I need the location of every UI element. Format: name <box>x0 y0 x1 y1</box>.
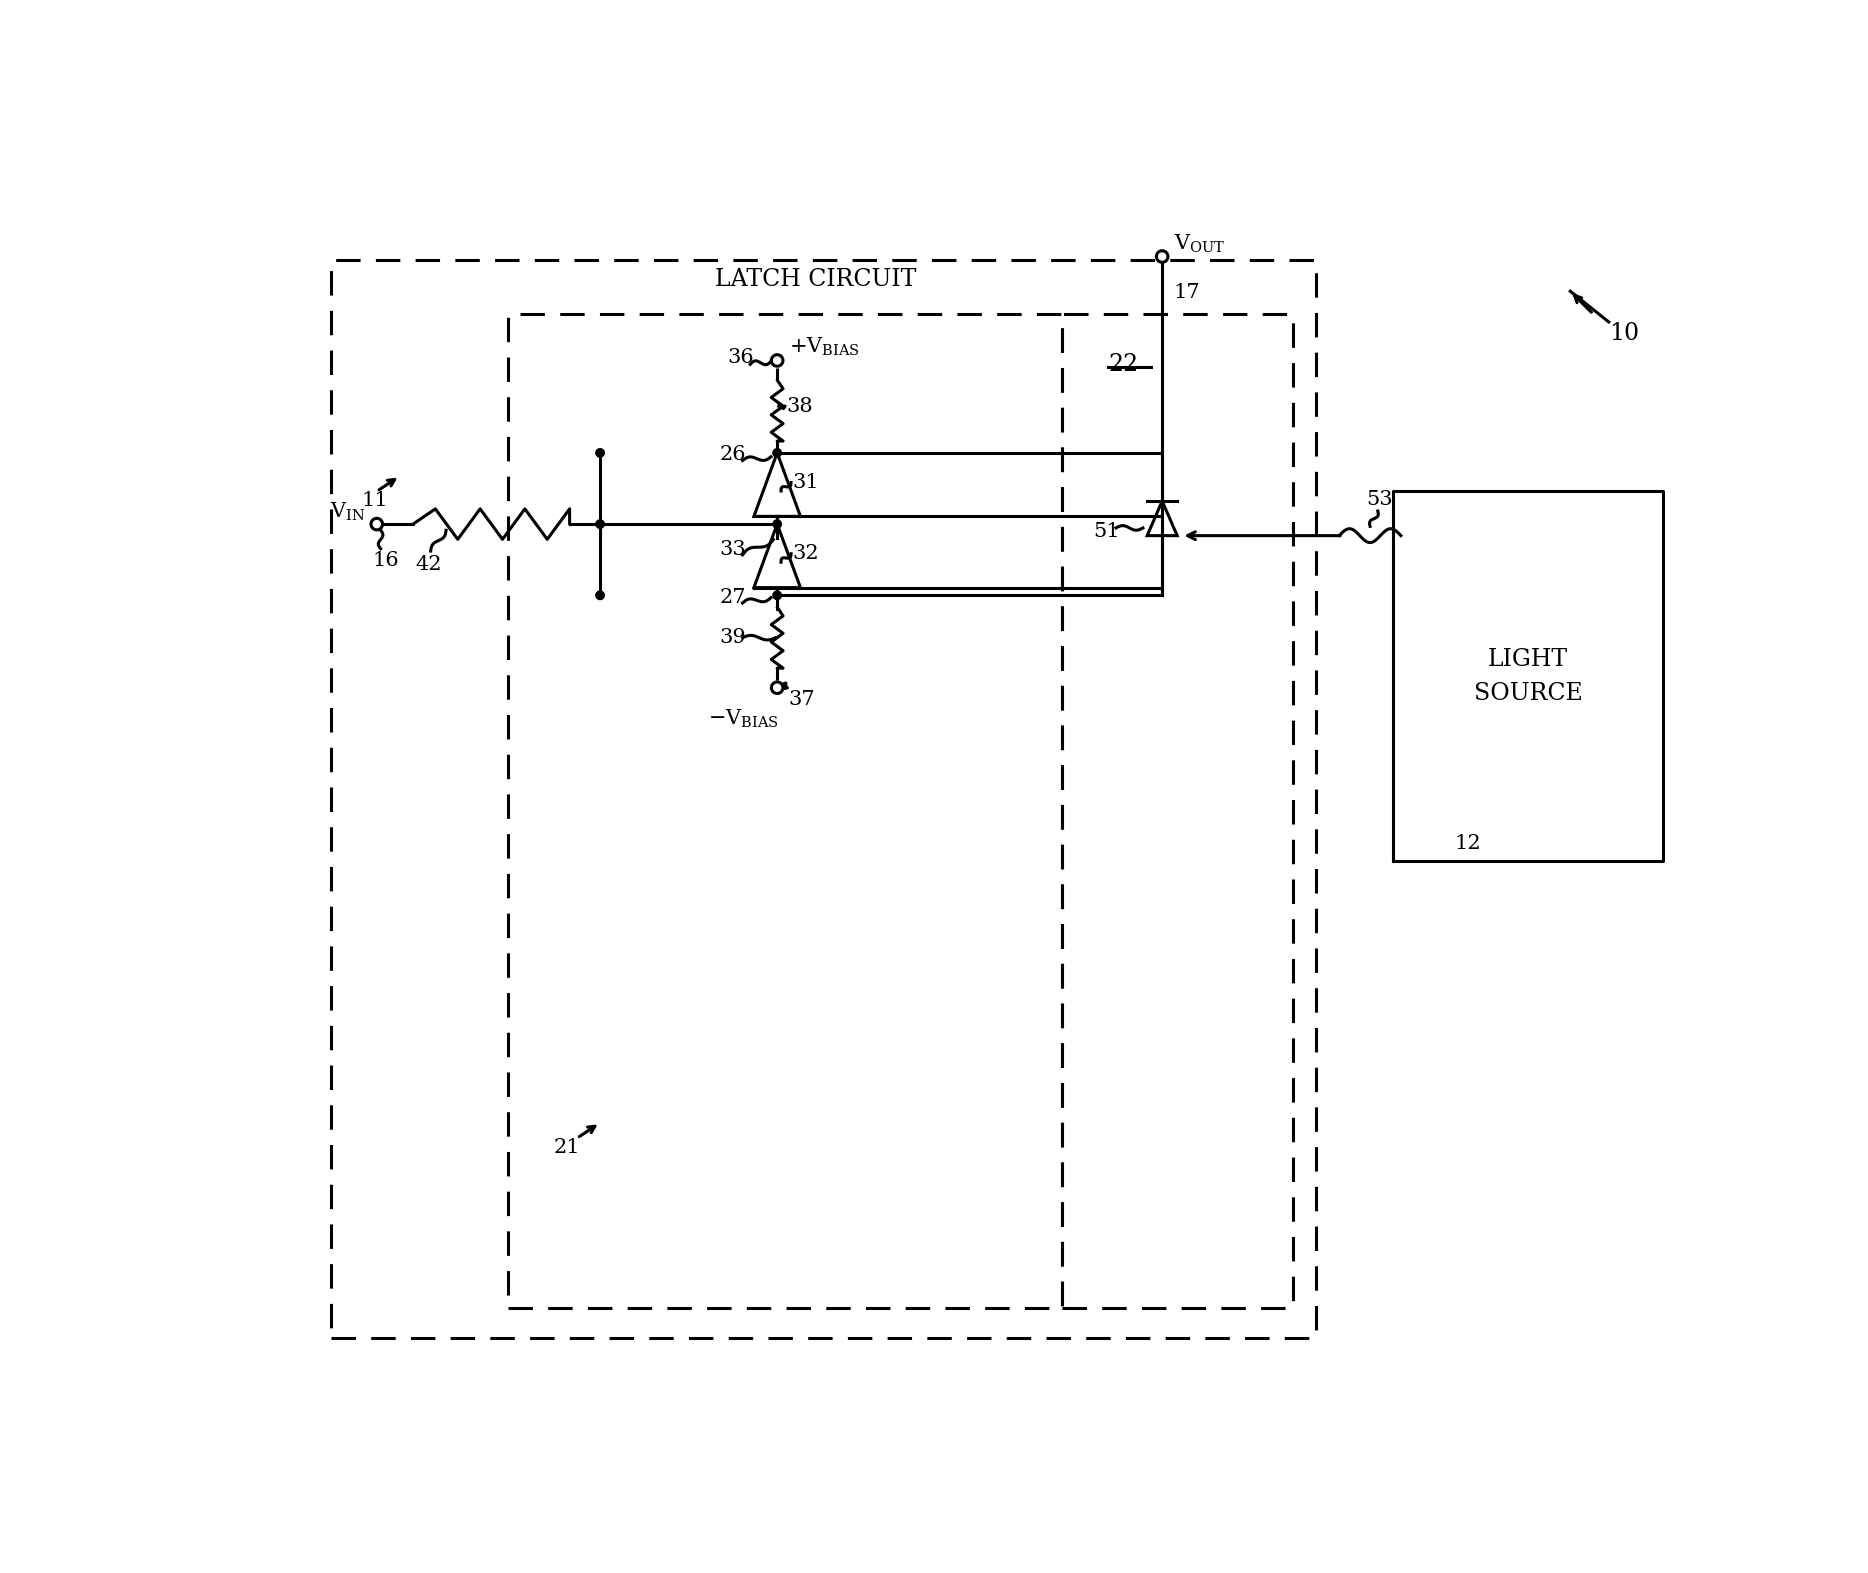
Text: 17: 17 <box>1173 283 1201 302</box>
Text: 51: 51 <box>1093 522 1119 541</box>
Text: 21: 21 <box>555 1139 581 1158</box>
Circle shape <box>773 591 781 599</box>
Text: 11: 11 <box>361 491 389 510</box>
Text: 26: 26 <box>719 445 745 464</box>
Circle shape <box>596 448 605 458</box>
Text: 37: 37 <box>788 691 814 709</box>
Text: $-$V$_{\mathregular{BIAS}}$: $-$V$_{\mathregular{BIAS}}$ <box>708 706 779 730</box>
Circle shape <box>596 591 605 599</box>
Text: 27: 27 <box>719 588 745 607</box>
Circle shape <box>773 448 781 458</box>
Text: V$_{\mathregular{IN}}$: V$_{\mathregular{IN}}$ <box>331 500 366 522</box>
Text: 33: 33 <box>719 540 745 558</box>
Circle shape <box>773 519 781 529</box>
Text: 31: 31 <box>792 473 820 492</box>
Circle shape <box>771 354 783 367</box>
Circle shape <box>596 519 605 529</box>
Text: LIGHT
SOURCE: LIGHT SOURCE <box>1474 648 1582 705</box>
Text: 32: 32 <box>792 544 820 563</box>
Circle shape <box>771 683 783 694</box>
Text: 53: 53 <box>1366 489 1394 508</box>
Text: 22: 22 <box>1108 352 1138 376</box>
Text: +V$_{\mathregular{BIAS}}$: +V$_{\mathregular{BIAS}}$ <box>788 335 859 359</box>
Text: 16: 16 <box>374 551 400 569</box>
Text: LATCH CIRCUIT: LATCH CIRCUIT <box>715 267 917 291</box>
Circle shape <box>1156 250 1168 263</box>
Circle shape <box>372 519 383 530</box>
Text: V$_{\mathregular{OUT}}$: V$_{\mathregular{OUT}}$ <box>1173 233 1225 255</box>
Text: 36: 36 <box>727 348 755 367</box>
Text: 38: 38 <box>786 396 813 415</box>
Text: 39: 39 <box>719 628 745 647</box>
Text: 10: 10 <box>1608 322 1638 344</box>
Text: 42: 42 <box>415 555 441 574</box>
Text: 12: 12 <box>1455 834 1481 853</box>
